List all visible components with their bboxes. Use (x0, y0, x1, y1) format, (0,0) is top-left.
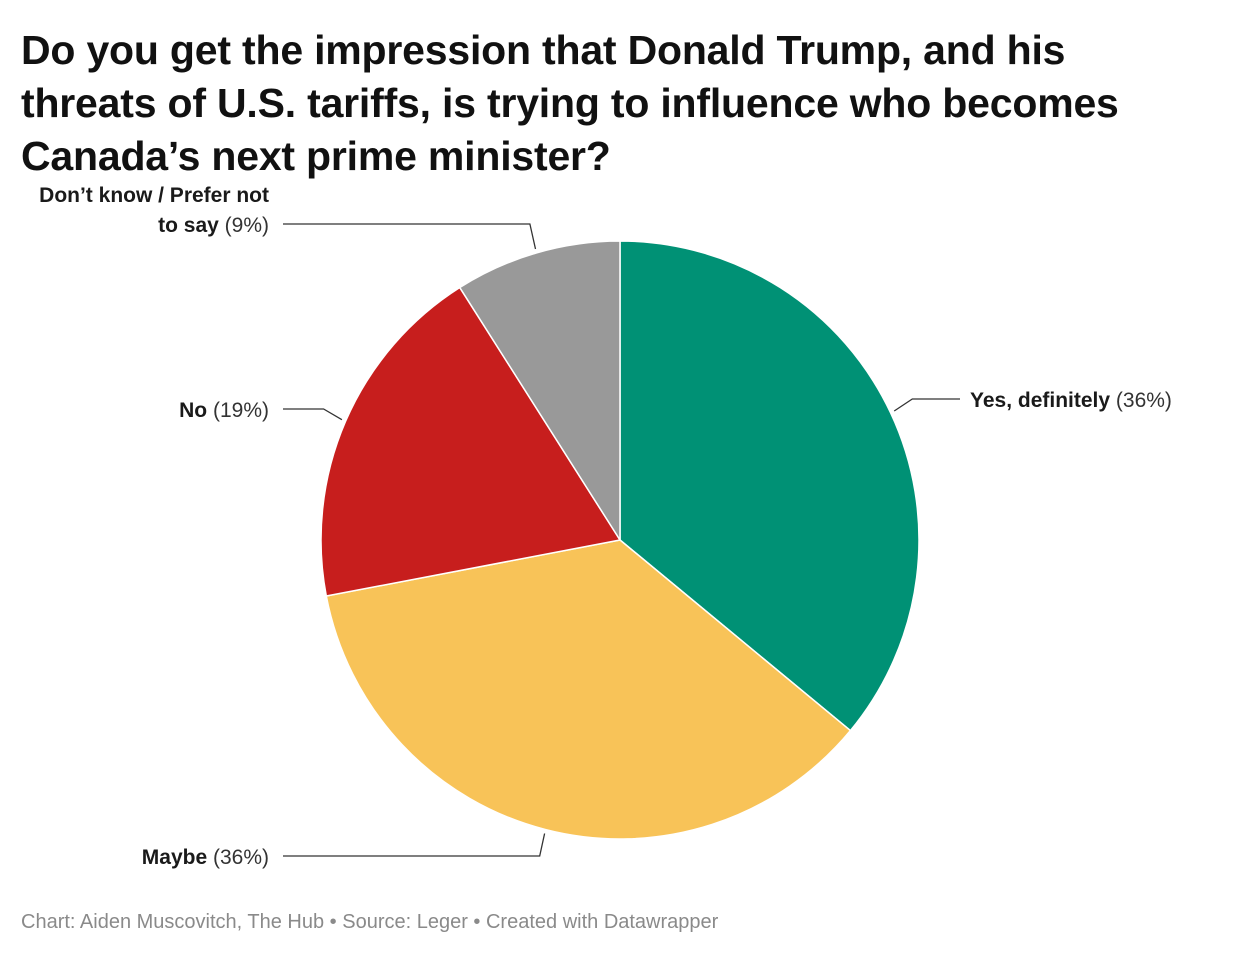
pie-slice-don-t-know-prefer-not-to-say (459, 240, 621, 541)
slice-label-name: Yes, definitely (970, 389, 1110, 412)
slice-label-name: No (179, 399, 207, 422)
slice-label-name: Maybe (142, 846, 207, 869)
slice-label-name: Don’t know / Prefer not (39, 184, 269, 207)
slice-label-maybe: Maybe (36%) (142, 846, 269, 869)
pie-slices (320, 240, 920, 840)
slice-label-value: (36%) (1110, 389, 1172, 412)
pie-slice-no (320, 286, 621, 597)
leader-line-yes-definitely (893, 398, 960, 412)
chart-footer: Chart: Aiden Muscovitch, The Hub • Sourc… (21, 911, 719, 933)
label-leaders (283, 223, 960, 857)
slice-label-value: (36%) (207, 846, 269, 869)
chart-title: Do you get the impression that Donald Tr… (21, 27, 1119, 179)
leader-line-don-t-know-prefer-not-to-say (283, 223, 537, 250)
slice-labels: Yes, definitely (36%)Maybe (36%)No (19%)… (39, 184, 1172, 869)
slice-label-yes-definitely: Yes, definitely (36%) (970, 389, 1172, 412)
slice-label-value: (19%) (207, 399, 269, 422)
slice-label-name: to say (158, 214, 219, 237)
pie-slice-maybe (325, 539, 852, 840)
pie-slice-yes-definitely (619, 240, 920, 732)
slice-label-no: No (19%) (179, 399, 269, 422)
slice-label-value: (9%) (219, 214, 269, 237)
leader-line-no (283, 408, 343, 421)
leader-line-maybe (283, 833, 546, 857)
slice-label-don-t-know-prefer-not-to-say: Don’t know / Prefer not to say (9%) (39, 184, 269, 237)
